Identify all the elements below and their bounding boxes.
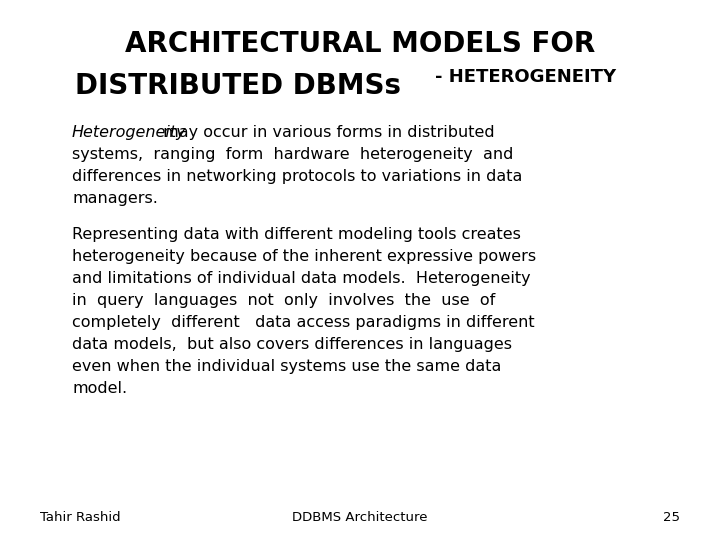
Text: DISTRIBUTED DBMSs: DISTRIBUTED DBMSs (75, 72, 401, 100)
Text: ARCHITECTURAL MODELS FOR: ARCHITECTURAL MODELS FOR (125, 30, 595, 58)
Text: completely  different   data access paradigms in different: completely different data access paradig… (72, 315, 535, 330)
Text: managers.: managers. (72, 191, 158, 206)
Text: - HETEROGENEITY: - HETEROGENEITY (435, 68, 616, 86)
Text: heterogeneity because of the inherent expressive powers: heterogeneity because of the inherent ex… (72, 249, 536, 264)
Text: model.: model. (72, 381, 127, 396)
Text: Heterogeneity: Heterogeneity (72, 125, 186, 140)
Text: Representing data with different modeling tools creates: Representing data with different modelin… (72, 227, 521, 242)
Text: data models,  but also covers differences in languages: data models, but also covers differences… (72, 337, 512, 352)
Text: and limitations of individual data models.  Heterogeneity: and limitations of individual data model… (72, 271, 531, 286)
Text: systems,  ranging  form  hardware  heterogeneity  and: systems, ranging form hardware heterogen… (72, 147, 513, 162)
Text: may occur in various forms in distributed: may occur in various forms in distribute… (158, 125, 495, 140)
Text: in  query  languages  not  only  involves  the  use  of: in query languages not only involves the… (72, 293, 495, 308)
Text: differences in networking protocols to variations in data: differences in networking protocols to v… (72, 169, 523, 184)
Text: even when the individual systems use the same data: even when the individual systems use the… (72, 359, 501, 374)
Text: DDBMS Architecture: DDBMS Architecture (292, 511, 428, 524)
Text: 25: 25 (663, 511, 680, 524)
Text: Tahir Rashid: Tahir Rashid (40, 511, 121, 524)
